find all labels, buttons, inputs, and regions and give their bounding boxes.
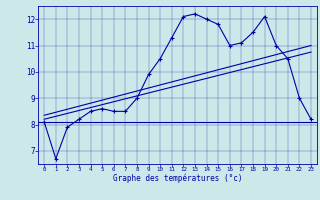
- X-axis label: Graphe des températures (°c): Graphe des températures (°c): [113, 174, 242, 183]
